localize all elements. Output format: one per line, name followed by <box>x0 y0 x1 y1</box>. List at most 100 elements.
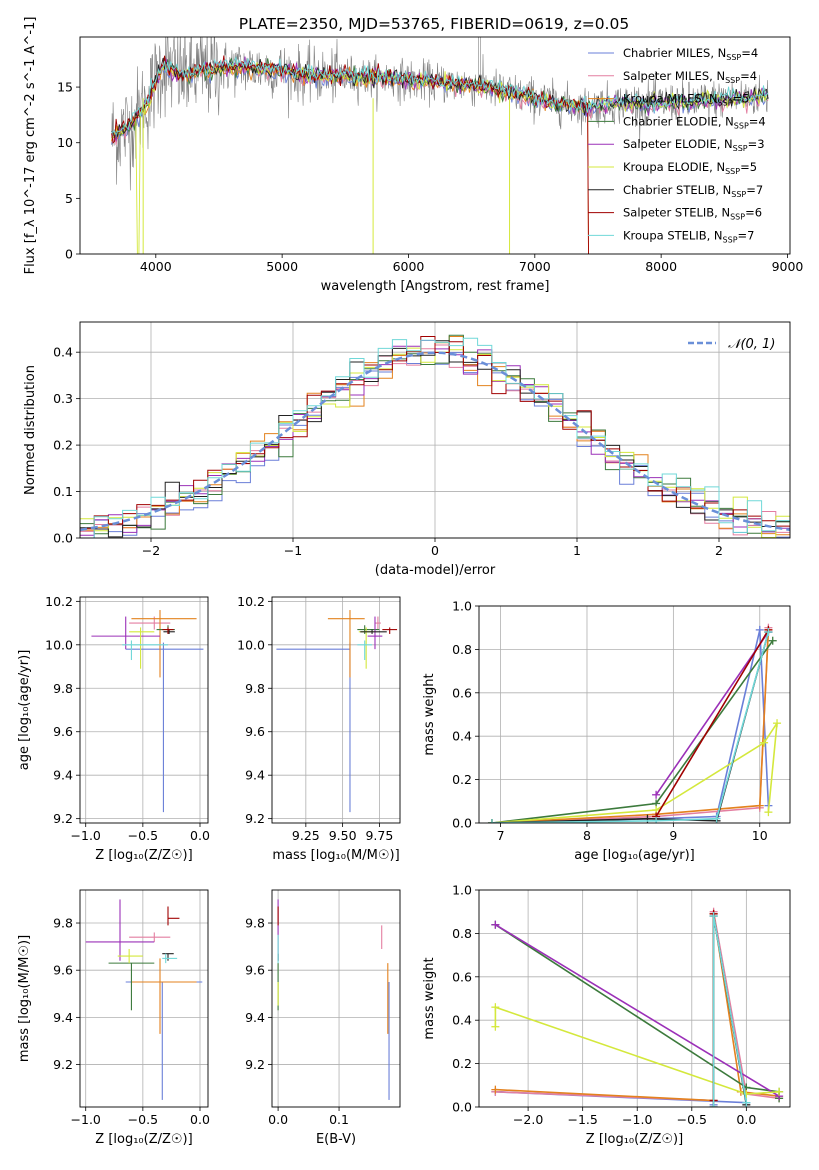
weight-marker <box>755 625 764 634</box>
x-tick-label: 0.0 <box>268 1112 288 1127</box>
y-tick-label: 9.4 <box>245 1010 265 1025</box>
errorbar-kroupa-elodie <box>358 627 374 669</box>
axes-frame <box>79 596 209 824</box>
y-tick-label: 9.6 <box>245 963 265 978</box>
plot-area <box>111 37 769 254</box>
model-line-chabrier-stelib <box>111 58 769 140</box>
weight-line-salpeter-miles <box>491 627 770 823</box>
y-tick-label: 10.2 <box>45 594 73 609</box>
plot-area <box>80 334 790 538</box>
x-tick-label: 1 <box>573 543 581 558</box>
x-tick-label: 0 <box>431 543 439 558</box>
weight-marker <box>773 719 782 728</box>
x-tick-label: 9000 <box>772 259 804 274</box>
errorbar-salpeter-stelib <box>382 627 398 634</box>
errorbar-salpeter-elodie <box>91 616 160 650</box>
legend-entry-kroupa-stelib: Kroupa STELIB, NSSP=7 <box>623 228 754 244</box>
legend-sub: SSP <box>725 76 740 85</box>
x-tick-label: 0.0 <box>736 1112 756 1127</box>
errorbar-salpeter-stelib <box>162 627 174 634</box>
y-tick-label: 0.6 <box>452 969 472 984</box>
y-tick-label: 9.8 <box>245 916 265 931</box>
weight-marker <box>491 1085 500 1094</box>
legend-sub: SSP <box>731 190 746 199</box>
y-axis-label: mass weight <box>422 673 437 755</box>
y-tick-label: 0.0 <box>53 531 73 546</box>
y-tick-label: 1.0 <box>452 599 472 614</box>
y-tick-label: 0.4 <box>53 345 73 360</box>
plot-area <box>276 610 398 813</box>
x-tick-label: −1.0 <box>622 1112 652 1127</box>
weight-marker <box>764 808 773 817</box>
x-tick-label: −0.5 <box>128 1112 158 1127</box>
weight-marker <box>491 920 500 929</box>
plot-area <box>491 907 784 1107</box>
legend-val: =3 <box>748 137 765 151</box>
plot-area <box>91 610 204 813</box>
weight-line-kroupa-stelib <box>491 631 770 823</box>
model-line-kroupa-stelib <box>111 55 769 137</box>
x-axis-label: Z [log₁₀(Z/Z☉)] <box>95 848 192 863</box>
x-tick-label: 2 <box>715 543 723 558</box>
x-axis-label: E(B-V) <box>316 1132 356 1147</box>
x-tick-label: −1.5 <box>567 1112 597 1127</box>
legend-entry-chabrier-elodie: Chabrier ELODIE, NSSP=4 <box>623 114 766 130</box>
weight-marker <box>491 1003 500 1012</box>
errorbar-kroupa-stelib <box>357 640 373 661</box>
errorbar-kroupa-miles <box>131 958 197 1034</box>
plot-area <box>85 899 203 1100</box>
x-tick-label: 6000 <box>393 259 425 274</box>
weight-marker <box>487 819 496 823</box>
y-tick-label: 0.2 <box>452 772 472 787</box>
y-tick-label: 10 <box>57 135 73 150</box>
plot-area <box>487 623 782 823</box>
y-tick-label: 9.8 <box>53 916 73 931</box>
x-axis-label: (data-model)/error <box>375 563 496 578</box>
y-tick-label: 9.6 <box>245 724 265 739</box>
axes-frame <box>79 321 791 539</box>
errorbar-salpeter-stelib <box>167 906 180 926</box>
y-tick-label: 9.2 <box>245 811 265 826</box>
errorbar-kroupa-stelib <box>162 953 178 964</box>
y-axis-label: Flux [f_λ 10^-17 erg cm^-2 s^-1 A^-1] <box>23 17 38 275</box>
y-axis-label: Normed distribution <box>23 365 38 495</box>
panel-residuals: −2 −1 0 1 2 0.0 0.1 0.2 0.3 0.4 (data-model)/error… <box>23 321 791 578</box>
y-tick-label: 9.4 <box>53 1010 73 1025</box>
legend-val: =5 <box>733 92 750 106</box>
weight-marker <box>760 738 769 747</box>
weight-marker <box>712 814 721 823</box>
errorbar-salpeter-elodie <box>367 616 383 650</box>
x-tick-label: 9.50 <box>329 828 357 843</box>
legend-sub: SSP <box>726 53 741 62</box>
legend-entry-salpeter-elodie: Salpeter ELODIE, NSSP=3 <box>623 137 765 153</box>
weight-line-chabrier-stelib <box>491 631 770 823</box>
x-tick-label: −1.0 <box>71 828 101 843</box>
weight-line-chabrier-miles <box>491 629 770 823</box>
y-axis-label: age [log₁₀(age/yr)] <box>17 650 32 771</box>
y-tick-label: 0.0 <box>452 816 472 831</box>
weight-line-salpeter-elodie <box>494 924 780 1097</box>
errorbar-kroupa-miles <box>131 610 197 678</box>
panel-mass-vs-ebv: 0.0 0.1 9.2 9.4 9.6 9.8 E(B-V) <box>245 889 401 1147</box>
legend-entry-kroupa-elodie: Kroupa ELODIE, NSSP=5 <box>623 160 757 176</box>
legend-val: =7 <box>746 183 763 197</box>
x-tick-label: −2.0 <box>513 1112 543 1127</box>
y-tick-label: 0.6 <box>452 685 472 700</box>
legend-sub: SSP <box>733 144 748 153</box>
panel-age-vs-mass: 9.25 9.50 9.75 9.2 9.4 9.6 9.8 10.0 10.2 mass [lo… <box>237 594 401 863</box>
x-tick-label: −0.5 <box>677 1112 707 1127</box>
weight-line-chabrier-miles <box>495 913 748 1105</box>
x-axis-label: Z [log₁₀(Z/Z☉)] <box>95 1132 192 1147</box>
weight-line-kroupa-miles <box>491 629 770 823</box>
y-tick-label: 10.0 <box>45 637 73 652</box>
y-tick-label: 0.1 <box>53 484 73 499</box>
x-tick-label: 0.0 <box>190 828 210 843</box>
x-tick-label: −1 <box>284 543 302 558</box>
weight-marker <box>709 1103 718 1107</box>
x-axis-label: Z [log₁₀(Z/Z☉)] <box>586 1132 683 1147</box>
panel-mass-vs-Z: −1.0 −0.5 0.0 9.2 9.4 9.6 9.8 Z [log₁₀(Z/Z☉)] ma… <box>17 889 210 1147</box>
panel-weight-vs-age: 7 8 9 10 0.0 0.2 0.4 0.6 0.8 1.0 age [log₁₀(age/yr… <box>422 599 791 863</box>
legend-sub: SSP <box>718 99 733 108</box>
y-tick-label: 9.8 <box>245 681 265 696</box>
